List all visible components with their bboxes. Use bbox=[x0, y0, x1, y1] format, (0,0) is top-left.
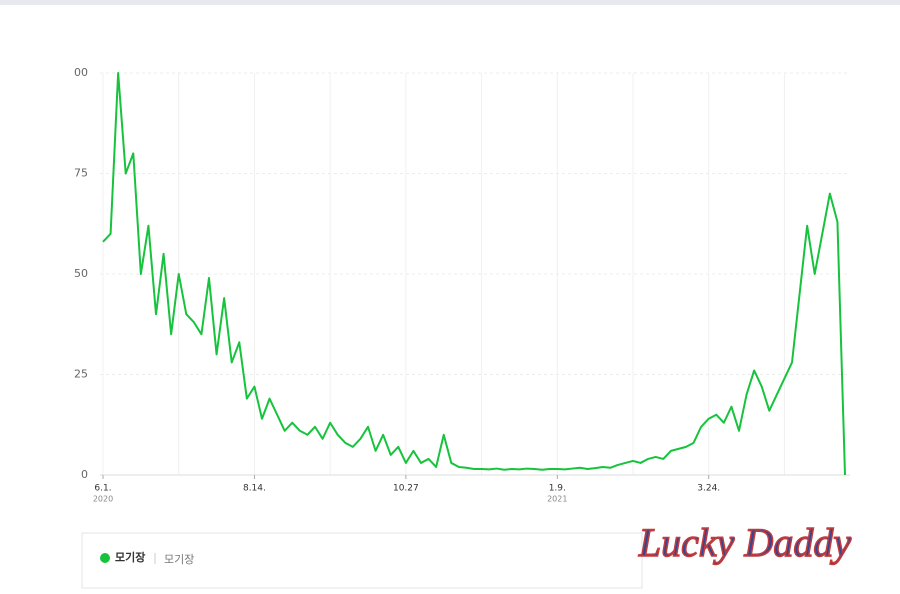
y-tick-label: 0 bbox=[81, 468, 88, 481]
x-tick-label: 1.9. bbox=[549, 484, 566, 494]
x-year-label: 2021 bbox=[547, 495, 567, 504]
legend-keyword: 모기장 bbox=[164, 553, 194, 566]
y-tick-label: 25 bbox=[74, 368, 88, 381]
x-tick-label: 6.1. bbox=[94, 484, 111, 494]
data-line bbox=[102, 72, 846, 476]
legend-swatch bbox=[100, 553, 110, 563]
x-tick-label: 10.27 bbox=[393, 484, 419, 494]
top-bar bbox=[0, 0, 900, 5]
x-tick-label: 8.14. bbox=[243, 484, 266, 494]
y-tick-label: 75 bbox=[74, 167, 88, 180]
y-tick-label: 50 bbox=[74, 267, 88, 280]
watermark: Lucky Daddy bbox=[638, 520, 851, 565]
legend-label: 모기장 bbox=[115, 550, 145, 564]
y-tick-label: 00 bbox=[74, 66, 88, 79]
x-year-label: 2020 bbox=[93, 495, 113, 504]
legend-box bbox=[81, 532, 643, 589]
x-tick-label: 3.24. bbox=[697, 484, 720, 494]
